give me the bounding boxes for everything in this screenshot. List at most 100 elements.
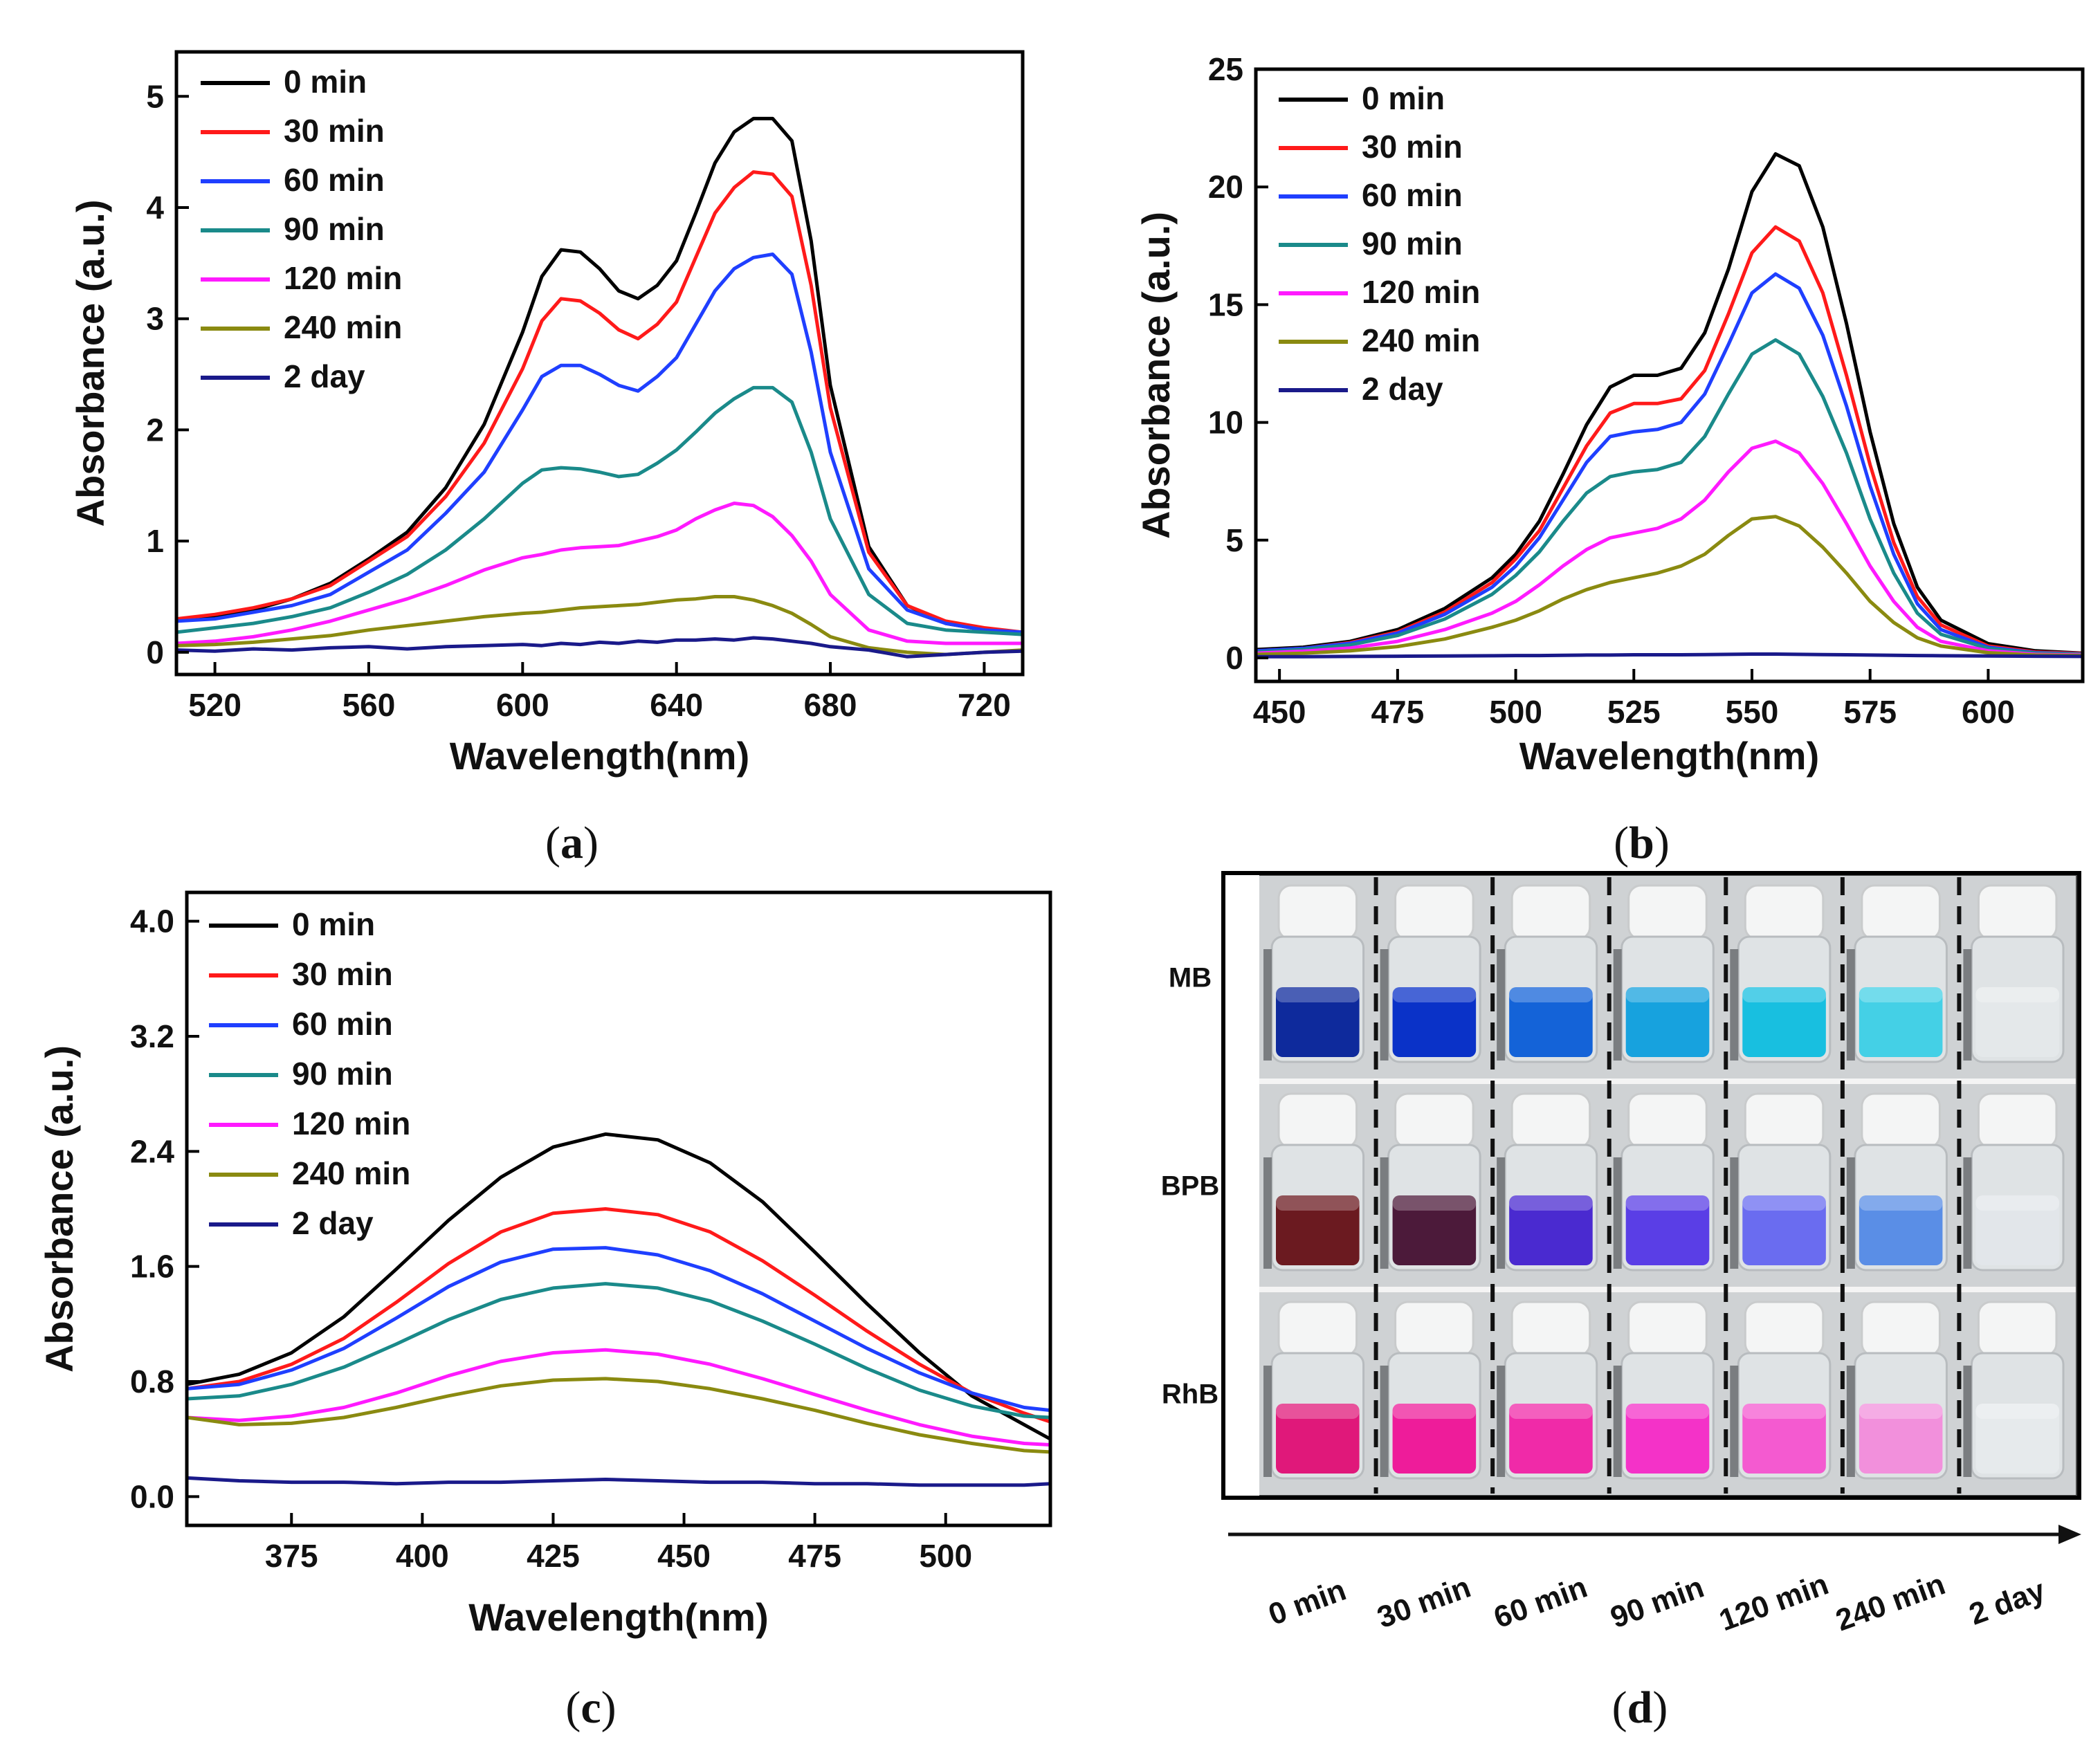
plot-frame bbox=[1254, 67, 2085, 683]
x-tick-label: 600 bbox=[1962, 694, 2015, 730]
y-tick-label: 20 bbox=[1208, 169, 1243, 205]
series-line-0-min bbox=[187, 1132, 1050, 1441]
vial-cap bbox=[1394, 1092, 1474, 1149]
panel-caption: (a) bbox=[545, 818, 599, 868]
series-line-240-min bbox=[1256, 515, 2083, 658]
vial-holder bbox=[1613, 949, 1622, 1061]
series-line-240-min bbox=[176, 595, 1023, 657]
vial-cap bbox=[1510, 884, 1591, 941]
vial bbox=[1730, 1092, 1832, 1272]
y-tick-label: 1 bbox=[146, 523, 164, 559]
time-label: 30 min bbox=[1373, 1570, 1475, 1635]
x-tick-label: 520 bbox=[188, 687, 241, 723]
caption-letter: a bbox=[560, 818, 583, 868]
vial bbox=[1263, 1092, 1365, 1272]
vial bbox=[1963, 884, 2065, 1063]
row-label-MB: MB bbox=[1169, 963, 1212, 993]
time-label: 2 day bbox=[1965, 1573, 2050, 1632]
panel-caption: (b) bbox=[1614, 818, 1670, 868]
vial-holder bbox=[1380, 949, 1389, 1061]
vial-holder bbox=[1963, 1366, 1972, 1477]
caption-letter: c bbox=[581, 1682, 601, 1733]
vial-holder bbox=[1846, 1157, 1855, 1269]
y-tick-label: 3 bbox=[146, 301, 164, 337]
liquid-surface bbox=[1975, 1404, 2059, 1419]
label-strip bbox=[1225, 875, 1259, 1496]
vial-holder bbox=[1613, 1157, 1622, 1269]
series-line-30-min bbox=[1256, 225, 2083, 656]
legend-label: 0 min bbox=[292, 906, 375, 942]
y-axis-title: Absorbance (a.u.) bbox=[1134, 212, 1178, 539]
legend: 0 min 30 min 60 min 90 min 120 min 240 min 2 d… bbox=[201, 64, 402, 394]
liquid-surface bbox=[1392, 987, 1477, 1002]
vial-liquid bbox=[1509, 1195, 1593, 1265]
vial-holder bbox=[1846, 1366, 1855, 1477]
x-tick-label: 475 bbox=[1371, 694, 1424, 730]
legend-label: 2 day bbox=[1362, 371, 1443, 407]
x-axis-title: Wavelength(nm) bbox=[450, 734, 749, 778]
series-line-30-min bbox=[176, 170, 1023, 634]
x-tick-label: 720 bbox=[958, 687, 1011, 723]
legend-label: 240 min bbox=[284, 309, 402, 345]
vial-cap bbox=[1977, 884, 2058, 941]
caption-letter: b bbox=[1629, 818, 1654, 868]
caption-letter: d bbox=[1627, 1682, 1653, 1733]
legend-label: 0 min bbox=[284, 64, 367, 100]
plot-frame bbox=[185, 890, 1052, 1527]
vial-holder bbox=[1380, 1366, 1389, 1477]
vial bbox=[1846, 884, 1948, 1063]
series-line-2-day bbox=[176, 636, 1023, 659]
legend-label: 90 min bbox=[284, 211, 385, 247]
x-tick-label: 640 bbox=[650, 687, 703, 723]
series-line-120-min bbox=[1256, 439, 2083, 657]
vial-cap bbox=[1510, 1092, 1591, 1149]
legend-label: 0 min bbox=[1362, 80, 1445, 116]
y-tick-label: 25 bbox=[1208, 51, 1243, 87]
vial-holder bbox=[1730, 1157, 1739, 1269]
series-lines bbox=[1256, 152, 2083, 659]
vial bbox=[1613, 884, 1715, 1063]
vial-holder bbox=[1497, 1366, 1506, 1477]
vial bbox=[1613, 1301, 1715, 1480]
vial-holder bbox=[1497, 1157, 1506, 1269]
legend-label: 240 min bbox=[292, 1155, 410, 1191]
vial-liquid bbox=[1859, 1404, 1943, 1474]
time-label: 120 min bbox=[1715, 1567, 1833, 1637]
vial-holder bbox=[1263, 1157, 1272, 1269]
time-label: 90 min bbox=[1606, 1570, 1708, 1635]
vial-liquid bbox=[1859, 1195, 1943, 1265]
plot-frame bbox=[174, 50, 1025, 677]
vial-liquid bbox=[1392, 1404, 1477, 1474]
vial-holder bbox=[1963, 1157, 1972, 1269]
x-tick-label: 425 bbox=[527, 1538, 580, 1574]
vial bbox=[1263, 1301, 1365, 1480]
vial-cap bbox=[1861, 884, 1941, 941]
vial-cap bbox=[1861, 1301, 1941, 1357]
vial-liquid bbox=[1392, 1195, 1477, 1265]
vial-cap bbox=[1744, 1092, 1825, 1149]
legend-label: 30 min bbox=[284, 113, 385, 149]
vial-liquid bbox=[1509, 1404, 1593, 1474]
x-axis-title: Wavelength(nm) bbox=[468, 1595, 768, 1639]
series-line-120-min bbox=[176, 502, 1023, 645]
vial-cap bbox=[1977, 1092, 2058, 1149]
vial bbox=[1380, 1092, 1481, 1272]
y-axis-title: Absorbance (a.u.) bbox=[69, 200, 112, 527]
liquid-surface bbox=[1276, 987, 1360, 1002]
legend-label: 240 min bbox=[1362, 322, 1480, 358]
y-tick-label: 2.4 bbox=[130, 1133, 174, 1169]
y-tick-label: 1.6 bbox=[130, 1249, 174, 1285]
legend-label: 2 day bbox=[292, 1205, 374, 1241]
x-tick-label: 500 bbox=[1489, 694, 1542, 730]
series-line-90-min bbox=[176, 385, 1023, 636]
vial-cap bbox=[1627, 1092, 1708, 1149]
vial-holder bbox=[1497, 949, 1506, 1061]
y-tick-label: 4.0 bbox=[130, 903, 174, 939]
vial-cap bbox=[1277, 884, 1358, 941]
panel-c: 375 400 425 450 475 500 0.0 0.8 1.6 2.4 3.2 4.0 Wave… bbox=[37, 890, 1052, 1733]
series-line-2-day bbox=[1256, 652, 2083, 659]
vial-liquid bbox=[1975, 987, 2059, 1057]
series-lines bbox=[176, 116, 1023, 659]
vial bbox=[1263, 884, 1365, 1063]
